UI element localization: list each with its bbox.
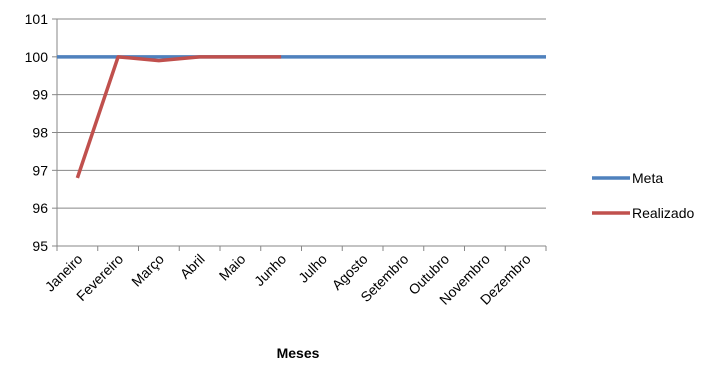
y-tick-label: 101 — [25, 11, 49, 27]
y-tick-label: 100 — [25, 49, 49, 65]
y-tick-labels: 95 96 97 98 99 100 101 — [25, 11, 49, 254]
legend: Meta Realizado — [592, 170, 694, 221]
series-line-realizado — [75, 55, 282, 179]
x-tick-label: Junho — [251, 251, 289, 289]
gridlines — [57, 18, 546, 209]
legend-label-realizado: Realizado — [632, 205, 694, 221]
x-tick-label: Maio — [216, 251, 249, 284]
y-tick-label: 99 — [32, 87, 48, 103]
y-tick-label: 97 — [32, 162, 48, 178]
axes — [52, 18, 547, 251]
y-tick-label: 98 — [32, 125, 48, 141]
x-tick-label: Julho — [295, 251, 330, 286]
x-tick-label: Abril — [177, 251, 208, 282]
y-tick-label: 96 — [32, 200, 48, 216]
x-axis-title: Meses — [277, 345, 320, 361]
series-lines — [57, 55, 546, 179]
legend-label-meta: Meta — [632, 170, 663, 186]
x-tick-label: Março — [128, 251, 167, 290]
y-tick-label: 95 — [32, 238, 48, 254]
